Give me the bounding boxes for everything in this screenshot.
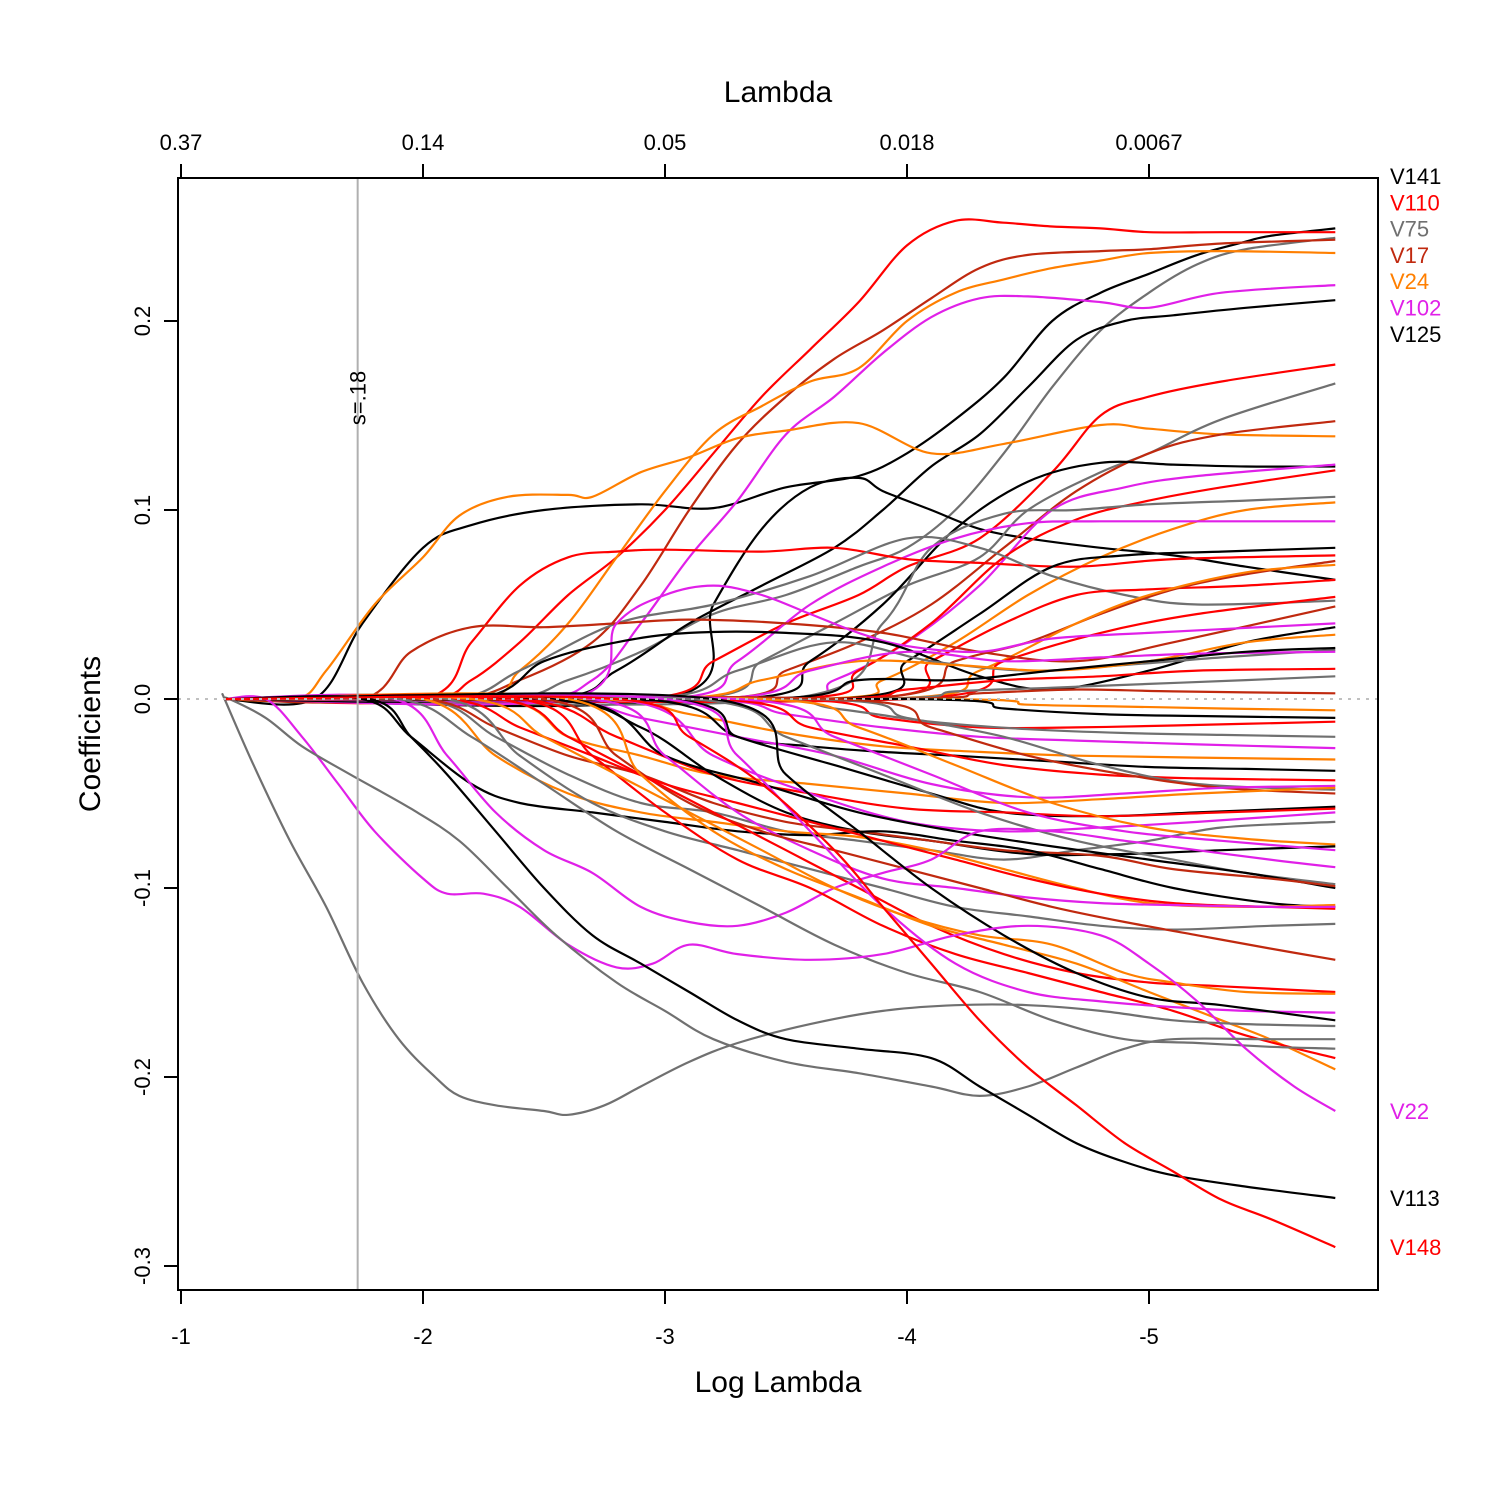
coefficient-path xyxy=(223,696,1336,1097)
coefficient-path xyxy=(224,218,1336,702)
axes: -1 -2 -3 -4 -5 0.37 0.14 0.05 0.018 0.0067 -0.3 -0.… xyxy=(130,130,1183,1349)
y-tick-label: -0.3 xyxy=(130,1247,155,1285)
coefficient-path xyxy=(224,695,1336,1249)
top-tick-label: 0.05 xyxy=(644,130,687,155)
coefficient-path xyxy=(224,546,1336,705)
coefficient-path xyxy=(224,535,1336,703)
selected-lambda-label: s=.18 xyxy=(346,371,371,425)
coefficient-path xyxy=(224,695,1336,1050)
coefficient-path xyxy=(224,695,1336,995)
x-tick-label: -5 xyxy=(1139,1324,1159,1349)
top-axis-title: Lambda xyxy=(724,76,833,109)
series-label: V22 xyxy=(1390,1099,1429,1124)
x-tick-label: -2 xyxy=(413,1324,433,1349)
series-label: V17 xyxy=(1390,243,1429,268)
coefficient-path xyxy=(224,693,1336,961)
coefficient-path xyxy=(224,695,1336,1200)
coefficient-path xyxy=(224,421,1336,703)
coefficient-path xyxy=(224,692,1336,1022)
top-tick-label: 0.018 xyxy=(879,130,934,155)
coefficient-path xyxy=(224,236,1336,702)
reference-lines: s=.18 xyxy=(178,178,1378,1290)
coefficient-path xyxy=(224,695,1336,910)
x-tick-label: -1 xyxy=(171,1324,191,1349)
coefficient-path xyxy=(224,584,1336,706)
coefficient-path xyxy=(224,693,1336,1060)
x-tick-label: -3 xyxy=(655,1324,675,1349)
x-tick-label: -4 xyxy=(897,1324,917,1349)
series-label: V113 xyxy=(1390,1186,1440,1211)
coefficient-path xyxy=(224,605,1336,704)
coefficient-path xyxy=(224,693,1336,909)
series-label: V102 xyxy=(1390,296,1441,321)
coefficient-path xyxy=(224,695,1336,1112)
series-label: V75 xyxy=(1390,217,1429,242)
y-tick-label: -0.1 xyxy=(130,869,155,907)
top-tick-label: 0.37 xyxy=(160,130,203,155)
coefficient-path xyxy=(224,693,1336,928)
y-tick-label: 0.1 xyxy=(130,495,155,526)
y-tick-label: 0.2 xyxy=(130,306,155,337)
coefficient-path xyxy=(224,250,1336,703)
series-label: V110 xyxy=(1390,190,1440,215)
coefficient-path xyxy=(224,626,1336,703)
top-tick-label: 0.0067 xyxy=(1115,130,1182,155)
series-label: V125 xyxy=(1390,322,1441,347)
y-tick-label: -0.2 xyxy=(130,1058,155,1096)
coefficient-path xyxy=(224,695,1336,888)
coefficient-path xyxy=(224,695,1336,994)
series-label: V148 xyxy=(1390,1235,1441,1260)
y-axis-title: Coefficients xyxy=(74,656,107,812)
series-label: V141 xyxy=(1390,164,1441,189)
series-label: V24 xyxy=(1390,269,1429,294)
top-tick-label: 0.14 xyxy=(402,130,445,155)
coefficient-path xyxy=(224,227,1336,706)
x-axis-title: Log Lambda xyxy=(695,1366,862,1399)
coefficient-path xyxy=(224,284,1336,702)
y-tick-label: 0.0 xyxy=(130,684,155,715)
coefficient-path xyxy=(221,693,1336,1117)
